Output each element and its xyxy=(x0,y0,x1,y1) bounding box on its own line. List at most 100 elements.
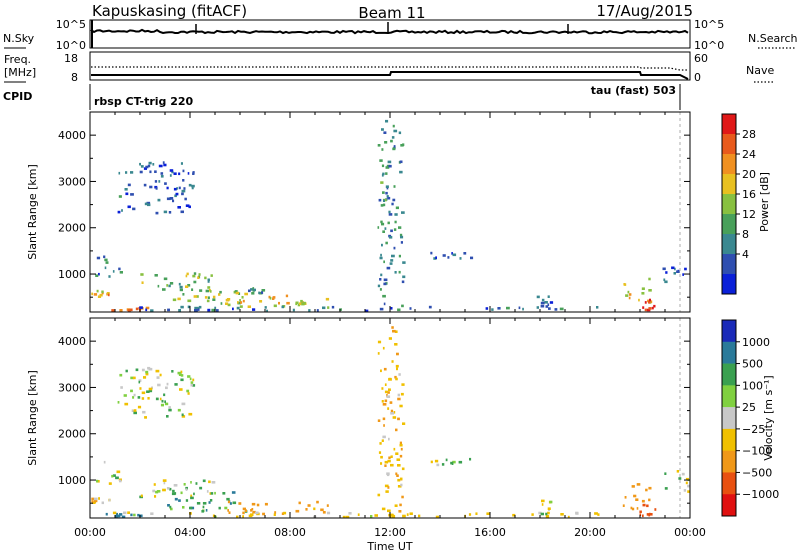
heatmap-cell xyxy=(225,298,230,302)
heatmap-cell xyxy=(205,289,210,293)
heatmap-cell xyxy=(186,272,189,276)
heatmap-cell xyxy=(383,260,385,264)
heatmap-cell xyxy=(486,512,490,515)
heatmap-cell xyxy=(383,278,388,282)
heatmap-cell xyxy=(164,400,166,403)
heatmap-cell xyxy=(326,504,329,507)
heatmap-cell xyxy=(180,305,184,309)
nave-series xyxy=(91,66,688,71)
heatmap-cell xyxy=(209,499,213,502)
heatmap-cell xyxy=(260,291,264,294)
heatmap-cell xyxy=(399,454,403,458)
heatmap-cell xyxy=(541,503,544,506)
heatmap-cell xyxy=(156,490,161,493)
heatmap-cell xyxy=(380,204,384,207)
heatmap-cell xyxy=(402,422,406,425)
heatmap-cell xyxy=(160,403,164,407)
heatmap-cell xyxy=(238,292,241,295)
heatmap-cell xyxy=(307,504,311,507)
heatmap-cell xyxy=(653,304,656,308)
cpid-label: CPID xyxy=(3,90,32,103)
colorbar-tick-label: 20 xyxy=(742,168,756,181)
heatmap-cell xyxy=(98,272,100,276)
heatmap-cell xyxy=(430,251,433,255)
heatmap-cell xyxy=(393,447,396,451)
heatmap-cell xyxy=(399,233,403,237)
heatmap-cell xyxy=(392,514,394,517)
heatmap-cell xyxy=(127,309,131,312)
heatmap-cell xyxy=(193,295,197,298)
heatmap-cell xyxy=(171,370,174,373)
heatmap-cell xyxy=(387,459,391,463)
heatmap-cell xyxy=(631,507,635,511)
colorbar-tick-label: 25 xyxy=(742,401,756,414)
heatmap-cell xyxy=(678,477,682,480)
heatmap-cell xyxy=(135,368,139,372)
heatmap-cell xyxy=(475,512,478,515)
heatmap-cell xyxy=(381,507,386,511)
heatmap-cell xyxy=(116,514,119,518)
heatmap-cell xyxy=(163,481,166,485)
heatmap-cell xyxy=(387,196,391,200)
colorbar-tick-label: −1000 xyxy=(742,488,779,501)
heatmap-cell xyxy=(111,309,115,312)
heatmap-cell xyxy=(649,513,653,516)
nsky-label: N.Sky xyxy=(3,32,35,45)
nsearch-label: N.Search xyxy=(748,32,798,45)
y-tick-label: 2000 xyxy=(58,428,86,441)
heatmap-cell xyxy=(390,307,393,310)
heatmap-cell xyxy=(124,402,129,406)
heatmap-cell xyxy=(545,514,550,518)
heatmap-cell xyxy=(255,511,259,515)
heatmap-cell xyxy=(642,503,646,507)
heatmap-cell xyxy=(384,383,387,386)
colorbar-segment xyxy=(722,363,736,386)
heatmap-cell xyxy=(157,284,160,288)
heatmap-cell xyxy=(207,308,211,312)
heatmap-cell xyxy=(459,257,462,260)
heatmap-cell xyxy=(145,165,149,169)
heatmap-cell xyxy=(326,511,331,515)
heatmap-cell xyxy=(127,511,130,514)
heatmap-cell xyxy=(630,506,633,510)
cpid-panel: CPID rbsp CT-trig 220 tau (fast) 503 xyxy=(3,84,681,110)
heatmap-cell xyxy=(125,192,129,196)
heatmap-cell xyxy=(636,507,639,510)
y-tick-label: 4000 xyxy=(58,335,86,348)
heatmap-cell xyxy=(384,227,387,230)
heatmap-cell xyxy=(392,147,396,151)
heatmap-cell xyxy=(169,487,172,491)
heatmap-cell xyxy=(114,514,118,518)
heatmap-cell xyxy=(141,368,145,372)
heatmap-cell xyxy=(222,492,226,495)
heatmap-cell xyxy=(379,256,383,260)
heatmap-cell xyxy=(166,186,169,190)
heatmap-cell xyxy=(210,492,214,495)
heatmap-cell xyxy=(116,470,121,474)
heatmap-cell xyxy=(187,284,191,287)
heatmap-cell xyxy=(651,306,654,310)
colorbar-segment xyxy=(722,428,736,451)
heatmap-cell xyxy=(648,277,651,281)
colorbar-segment xyxy=(722,114,736,135)
heatmap-cell xyxy=(101,501,104,505)
heatmap-cell xyxy=(385,172,388,175)
heatmap-cell xyxy=(381,128,384,131)
heatmap-cell xyxy=(392,416,397,419)
nsky-panel: 10^5 10^0 10^5 10^0 N.Sky N.Search xyxy=(3,18,798,52)
heatmap-cell xyxy=(174,194,177,198)
heatmap-cell xyxy=(97,295,102,298)
heatmap-cell xyxy=(322,511,326,514)
heatmap-cell xyxy=(193,280,197,284)
heatmap-cell xyxy=(295,302,297,306)
heatmap-cell xyxy=(639,513,642,517)
heatmap-cell xyxy=(381,164,385,168)
heatmap-cell xyxy=(388,213,393,216)
heatmap-cell xyxy=(628,296,631,300)
heatmap-cell xyxy=(547,303,550,306)
heatmap-cell xyxy=(339,308,342,311)
heatmap-cell xyxy=(654,508,657,511)
heatmap-cell xyxy=(150,512,154,515)
heatmap-cell xyxy=(662,267,666,271)
heatmap-cell xyxy=(381,439,384,442)
